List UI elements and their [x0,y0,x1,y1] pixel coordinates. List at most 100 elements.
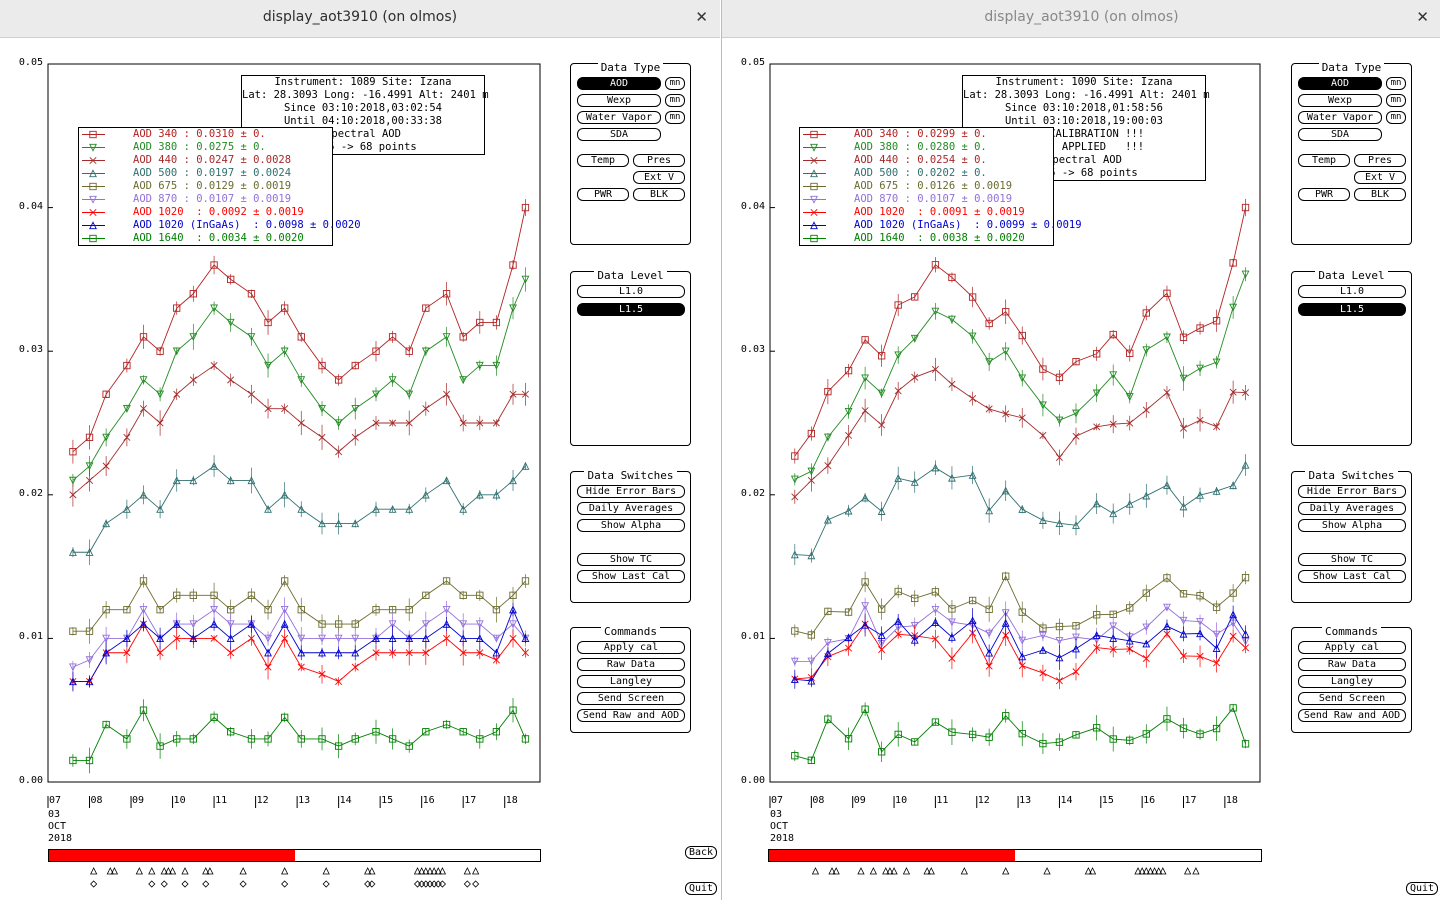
quit-button[interactable]: Quit [1406,882,1438,895]
progress-fill [769,850,1015,861]
blk-button[interactable]: BLK [633,188,685,201]
data-point [189,376,197,384]
data-point [388,620,397,629]
aod-button[interactable]: AOD [577,77,661,90]
legend-entry: AOD 380 : 0.0275 ± 0. [79,141,332,154]
pwr-button[interactable]: PWR [1298,188,1350,201]
event-triangle [168,867,177,875]
data-point [123,433,131,441]
send-screen-button[interactable]: Send Screen [1298,692,1406,705]
legend-marker [89,208,97,217]
event-diamond [422,880,430,888]
time-progress-bar[interactable] [768,849,1262,862]
x-tick-label: 14 [339,795,352,806]
pres-button[interactable]: Pres [633,154,685,167]
hide-error-bars-button[interactable]: Hide Error Bars [1298,485,1406,498]
time-progress-bar[interactable] [48,849,541,862]
legend-label: AOD 440 : 0.0247 ± 0.0028 [133,154,292,166]
data-point [69,756,77,765]
legend-marker-icon [82,156,105,165]
data-point [844,506,853,515]
raw-data-button[interactable]: Raw Data [577,658,685,671]
apply-cal-button[interactable]: Apply cal [577,641,685,654]
data-point [1142,406,1150,414]
send-screen-button[interactable]: Send Screen [577,692,685,705]
wexp-button[interactable]: Wexp [577,94,661,107]
legend-label: AOD 1020 : 0.0091 ± 0.0019 [854,206,1025,218]
blk-button[interactable]: BLK [1354,188,1406,201]
aod-plot [47,63,541,888]
mn-toggle-button[interactable]: mn [1386,111,1406,124]
window-title: display_aot3910 (on olmos) [262,9,458,25]
water-vapor-button[interactable]: Water Vapor [577,111,661,124]
langley-button[interactable]: Langley [1298,675,1406,688]
data-point [227,649,235,657]
raw-data-button[interactable]: Raw Data [1298,658,1406,671]
ext-v-button[interactable]: Ext V [1354,171,1406,184]
data-point [807,756,816,764]
data-point [139,376,148,385]
temp-button[interactable]: Temp [577,154,629,167]
temp-button[interactable]: Temp [1298,154,1350,167]
data-point [388,735,397,743]
l1-0-button[interactable]: L1.0 [577,285,685,298]
water-vapor-button[interactable]: Water Vapor [1298,111,1382,124]
info-line: Lat: 28.3093 Long: -16.4991 Alt: 2401 m [242,89,489,101]
data-point [443,390,451,398]
data-point [372,419,380,427]
data-point [509,261,517,269]
pwr-button[interactable]: PWR [577,188,629,201]
titlebar: display_aot3910 (on olmos) ✕ [0,0,720,38]
l1-5-button[interactable]: L1.5 [577,303,685,316]
back-button[interactable]: Back [685,846,717,859]
send-raw-and-aod-button[interactable]: Send Raw and AOD [1298,709,1406,722]
ext-v-button[interactable]: Ext V [633,171,685,184]
show-alpha-button[interactable]: Show Alpha [1298,519,1406,532]
quit-button[interactable]: Quit [685,882,717,895]
data-point [372,347,380,355]
data-point [492,656,500,664]
data-point [281,713,289,722]
close-icon[interactable]: ✕ [695,8,708,26]
daily-averages-button[interactable]: Daily Averages [1298,502,1406,515]
legend-marker [89,130,97,139]
sda-button[interactable]: SDA [577,128,661,141]
event-diamond [239,880,247,888]
mn-toggle-button[interactable]: mn [1386,94,1406,107]
data-point [1241,629,1250,638]
legend-marker-icon [803,208,826,217]
show-last-cal-button[interactable]: Show Last Cal [577,570,685,583]
data-point [823,515,832,524]
data-point [1212,630,1221,639]
mn-toggle-button[interactable]: mn [665,94,685,107]
legend-marker-icon [803,195,826,204]
show-tc-button[interactable]: Show TC [1298,553,1406,566]
mn-toggle-button[interactable]: mn [665,77,685,90]
sda-button[interactable]: SDA [1298,128,1382,141]
apply-cal-button[interactable]: Apply cal [1298,641,1406,654]
y-tick-label: 0.04 [18,200,43,212]
wexp-button[interactable]: Wexp [1298,94,1382,107]
data-point [388,376,397,385]
daily-averages-button[interactable]: Daily Averages [577,502,685,515]
legend-marker [810,182,818,191]
data-point [791,493,799,501]
send-raw-and-aod-button[interactable]: Send Raw and AOD [577,709,685,722]
l1-5-button[interactable]: L1.5 [1298,303,1406,316]
series-aod-1640 [69,698,530,774]
langley-button[interactable]: Langley [577,675,685,688]
aod-button[interactable]: AOD [1298,77,1382,90]
data-point [247,735,256,743]
show-last-cal-button[interactable]: Show Last Cal [1298,570,1406,583]
data-point [985,662,993,670]
mn-toggle-button[interactable]: mn [665,111,685,124]
show-alpha-button[interactable]: Show Alpha [577,519,685,532]
data-point [1163,333,1171,342]
data-point [1229,632,1237,640]
close-icon[interactable]: ✕ [1416,8,1429,26]
mn-toggle-button[interactable]: mn [1386,77,1406,90]
show-tc-button[interactable]: Show TC [577,553,685,566]
l1-0-button[interactable]: L1.0 [1298,285,1406,298]
hide-error-bars-button[interactable]: Hide Error Bars [577,485,685,498]
pres-button[interactable]: Pres [1354,154,1406,167]
